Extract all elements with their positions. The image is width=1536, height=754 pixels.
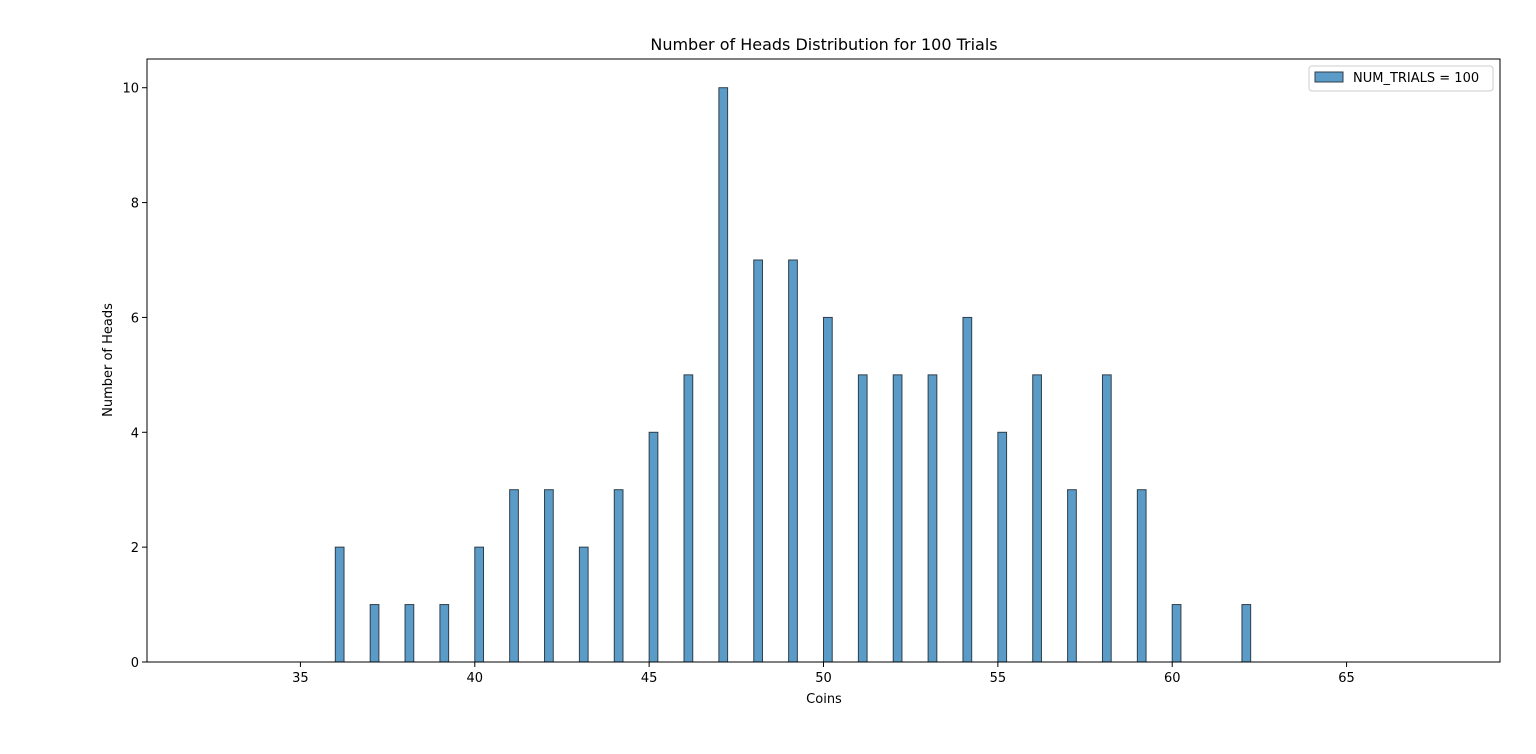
histogram-bar bbox=[927, 374, 938, 663]
histogram-bar bbox=[613, 489, 624, 663]
y-tick-label: 0 bbox=[131, 656, 139, 671]
histogram-bar bbox=[369, 604, 380, 663]
histogram-bar bbox=[578, 546, 589, 663]
y-tick-label: 4 bbox=[131, 426, 139, 441]
histogram-bar bbox=[997, 431, 1008, 663]
x-tick-label: 35 bbox=[292, 671, 309, 686]
histogram-bar bbox=[1241, 604, 1252, 663]
y-tick-label: 10 bbox=[122, 82, 139, 97]
x-axis-title: Coins bbox=[806, 692, 842, 707]
bars-group bbox=[334, 87, 1252, 663]
histogram-bar bbox=[1067, 489, 1077, 663]
histogram-bar bbox=[544, 489, 554, 663]
histogram-bar bbox=[509, 489, 519, 663]
histogram-bar bbox=[648, 431, 659, 663]
histogram-bar bbox=[404, 604, 415, 663]
x-tick-label: 50 bbox=[815, 671, 832, 686]
histogram-bar bbox=[1101, 374, 1112, 663]
legend-swatch bbox=[1314, 71, 1344, 83]
histogram-bar bbox=[962, 316, 973, 663]
histogram-bar bbox=[753, 259, 763, 663]
x-axis: 35 40 45 50 55 60 65 bbox=[292, 662, 1355, 686]
x-tick-label: 45 bbox=[641, 671, 658, 686]
legend: NUM_TRIALS = 100 bbox=[1308, 65, 1494, 92]
legend-frame bbox=[1308, 65, 1494, 92]
y-axis: 0 2 4 6 8 10 bbox=[122, 82, 147, 671]
legend-label: NUM_TRIALS = 100 bbox=[1353, 71, 1479, 86]
histogram-bar bbox=[857, 374, 868, 663]
histogram-bar bbox=[1171, 604, 1182, 663]
chart-title: Number of Heads Distribution for 100 Tri… bbox=[650, 35, 997, 54]
histogram-bar bbox=[474, 546, 485, 663]
histogram-bar bbox=[439, 604, 450, 663]
histogram-bar bbox=[718, 87, 729, 663]
histogram-bar bbox=[788, 259, 798, 663]
y-tick-label: 6 bbox=[131, 311, 139, 326]
histogram-bar bbox=[1032, 374, 1042, 663]
histogram-bar bbox=[892, 374, 903, 663]
y-axis-title: Number of Heads bbox=[101, 303, 116, 417]
y-tick-label: 2 bbox=[131, 541, 139, 556]
x-tick-label: 55 bbox=[990, 671, 1007, 686]
histogram-bar bbox=[823, 316, 833, 663]
histogram-bar bbox=[1136, 489, 1147, 663]
x-tick-label: 60 bbox=[1164, 671, 1181, 686]
histogram-bar bbox=[334, 546, 345, 663]
x-tick-label: 40 bbox=[467, 671, 484, 686]
y-tick-label: 8 bbox=[131, 197, 139, 212]
x-tick-label: 65 bbox=[1338, 671, 1355, 686]
histogram-bar bbox=[683, 374, 694, 663]
